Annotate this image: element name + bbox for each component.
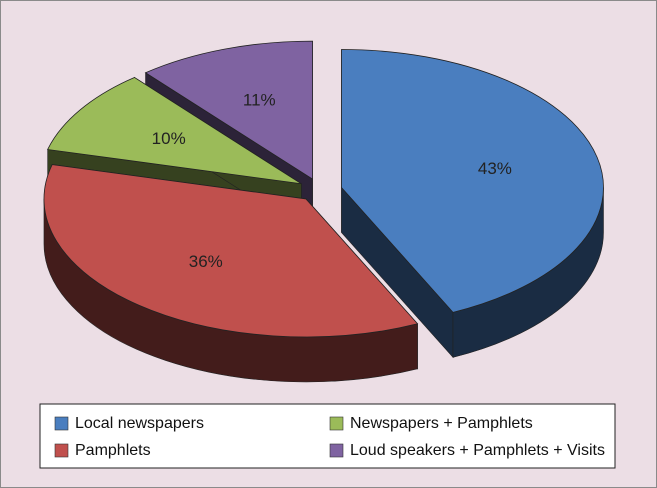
- data-label: 10%: [152, 129, 186, 148]
- legend: Local newspapers Pamphlets Newspapers + Pa…: [54, 415, 605, 459]
- slice: [341, 49, 604, 313]
- legend-label: Loud speakers + Pamphlets + Visits: [350, 442, 605, 459]
- slice: [144, 40, 313, 180]
- legend-label: Pamphlets: [75, 442, 151, 459]
- legend-swatch: [54, 416, 69, 431]
- data-label: 36%: [189, 252, 223, 271]
- slice: [43, 164, 419, 338]
- slice: [47, 77, 302, 185]
- pie: 11% 10% 43% 36%: [43, 40, 604, 383]
- data-label: 43%: [478, 159, 512, 178]
- legend-swatch: [329, 443, 344, 458]
- legend-label: Local newspapers: [75, 415, 204, 432]
- legend-swatch: [329, 416, 344, 431]
- legend-label: Newspapers + Pamphlets: [350, 415, 533, 432]
- legend-swatch: [54, 443, 69, 458]
- data-label: 11%: [243, 91, 276, 110]
- legend-box: [39, 403, 616, 469]
